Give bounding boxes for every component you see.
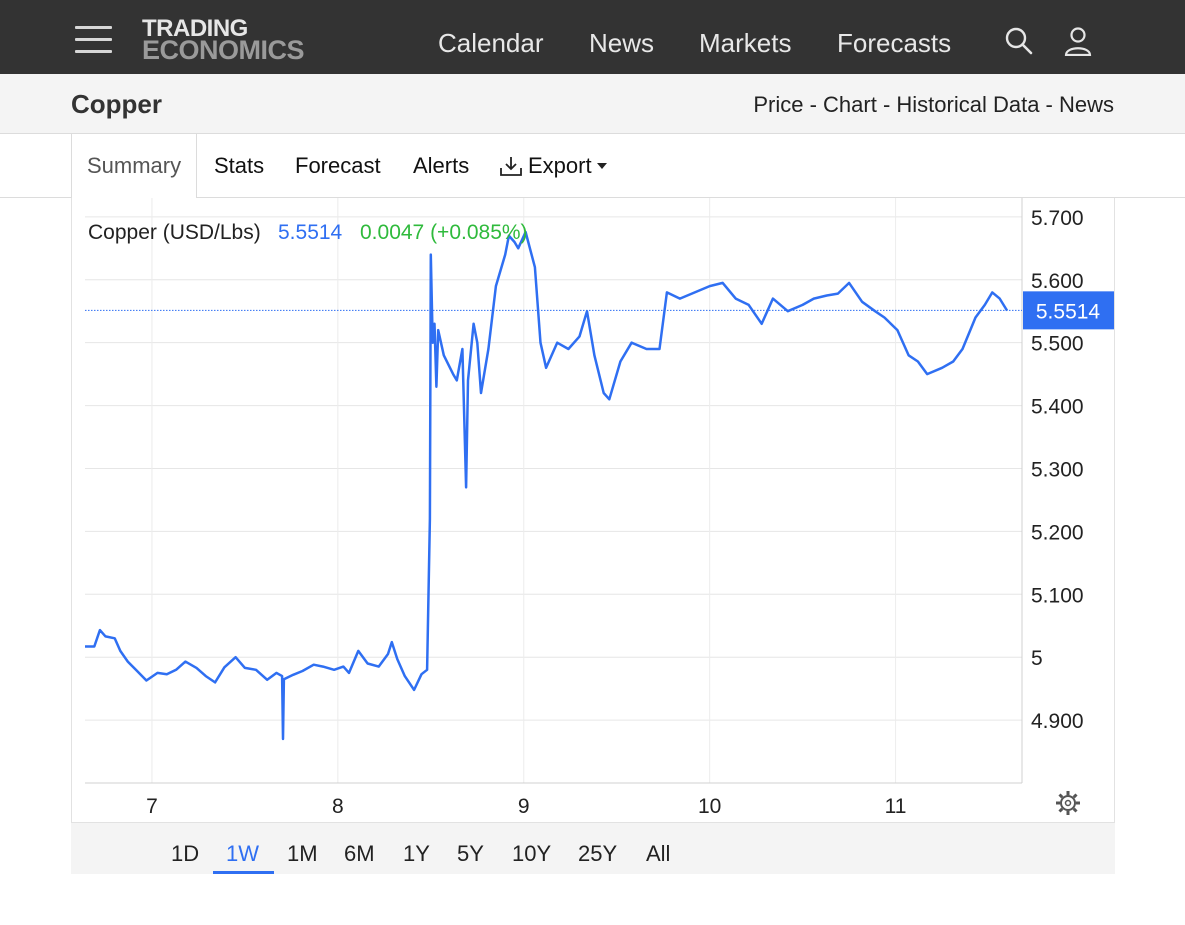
search-icon[interactable] <box>1004 26 1034 61</box>
chart-series-name: Copper (USD/Lbs) <box>88 221 261 244</box>
price-line <box>85 230 1009 741</box>
range-10y[interactable]: 10Y <box>512 841 552 866</box>
tab-summary[interactable]: Summary <box>71 134 198 198</box>
nav-news[interactable]: News <box>589 28 655 58</box>
range-all[interactable]: All <box>646 841 671 866</box>
breadcrumb[interactable]: Price - Chart - Historical Data - News <box>753 92 1114 117</box>
y-tick-label: 5.100 <box>1031 584 1084 607</box>
chart-change: 0.0047 (+0.085%) <box>360 221 528 244</box>
tab-export[interactable]: Export <box>499 153 609 179</box>
range-5y[interactable]: 5Y <box>457 841 484 866</box>
y-tick-label: 4.900 <box>1031 710 1084 733</box>
chart-container: 4.900 5 5.100 5.200 5.300 5.400 5.500 5.600 5.70… <box>71 198 1115 874</box>
user-icon[interactable] <box>1064 26 1092 61</box>
y-tick-label: 5.700 <box>1031 207 1084 230</box>
nav-calendar[interactable]: Calendar <box>438 28 544 58</box>
page-title: Copper <box>71 89 162 119</box>
tab-forecast[interactable]: Forecast <box>295 153 381 178</box>
range-1w[interactable]: 1W <box>226 841 259 866</box>
x-tick-label: 8 <box>332 795 344 818</box>
last-price-label: 5.5514 <box>1036 300 1101 323</box>
y-tick-label: 5.400 <box>1031 396 1084 419</box>
y-tick-label: 5.200 <box>1031 521 1084 544</box>
range-6m[interactable]: 6M <box>344 841 375 866</box>
settings-icon[interactable] <box>1056 791 1080 815</box>
chart-price: 5.5514 <box>278 221 343 244</box>
tab-stats[interactable]: Stats <box>214 153 265 178</box>
menu-icon[interactable] <box>75 26 112 54</box>
range-1m[interactable]: 1M <box>287 841 318 866</box>
y-tick-label: 5.500 <box>1031 333 1084 356</box>
tab-bar: Summary Stats Forecast Alerts Export <box>0 134 1185 198</box>
brand-logo[interactable]: TRADING ECONOMICS <box>142 15 305 65</box>
x-tick-label: 9 <box>518 795 530 818</box>
last-price-badge <box>1023 291 1114 330</box>
x-tick-label: 10 <box>698 795 721 818</box>
download-icon <box>500 157 522 176</box>
top-navbar: TRADING ECONOMICS Calendar News Markets … <box>0 0 1185 74</box>
caret-down-icon <box>596 163 607 169</box>
y-tick-label: 5 <box>1031 647 1043 670</box>
x-tick-label: 7 <box>146 795 158 818</box>
range-25y[interactable]: 25Y <box>578 841 618 866</box>
y-tick-label: 5.300 <box>1031 458 1084 481</box>
active-range-indicator <box>213 871 274 874</box>
range-selector: 1D 1W 1M 6M 1Y 5Y 10Y 25Y All <box>71 822 1115 874</box>
tab-alerts[interactable]: Alerts <box>413 153 470 178</box>
nav-markets[interactable]: Markets <box>699 28 792 58</box>
y-tick-label: 5.600 <box>1031 270 1084 293</box>
nav-forecasts[interactable]: Forecasts <box>837 28 952 58</box>
page-header: Copper Price - Chart - Historical Data -… <box>0 74 1185 134</box>
brand-line1: TRADING <box>142 15 248 42</box>
price-chart[interactable]: 4.900 5 5.100 5.200 5.300 5.400 5.500 5.600 5.70… <box>72 198 1116 822</box>
range-1y[interactable]: 1Y <box>403 841 430 866</box>
x-tick-label: 11 <box>885 795 907 818</box>
range-1d[interactable]: 1D <box>171 841 200 866</box>
brand-line2: ECONOMICS <box>142 35 305 65</box>
export-label: Export <box>528 153 592 178</box>
